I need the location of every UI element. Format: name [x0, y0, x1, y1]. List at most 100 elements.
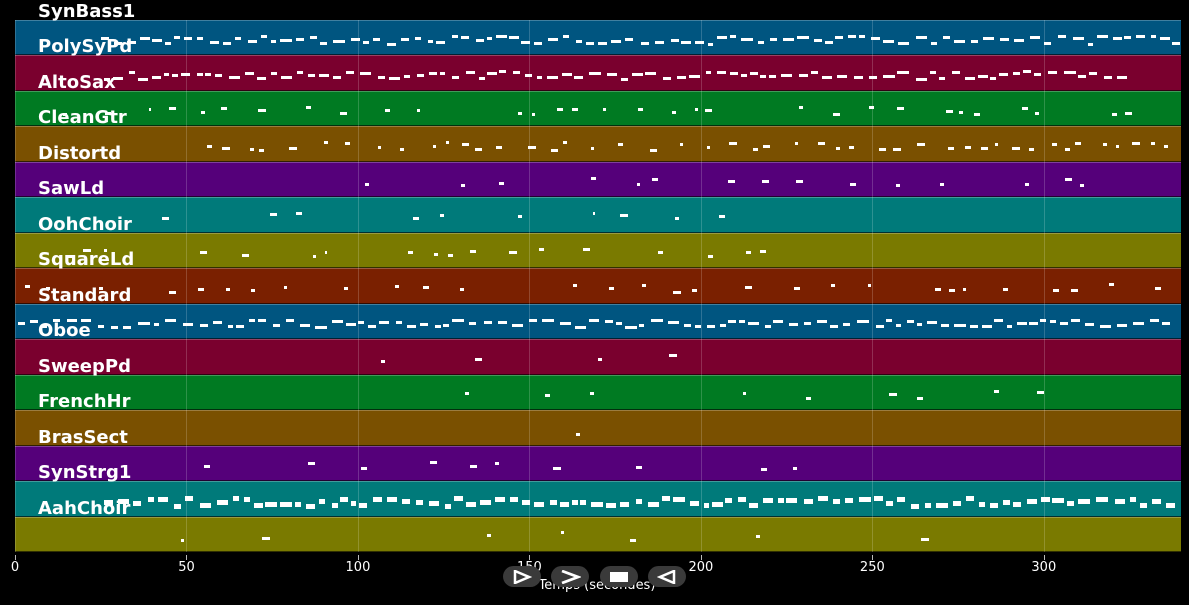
play-button[interactable] — [503, 566, 541, 587]
note — [445, 503, 451, 509]
note — [1022, 106, 1028, 110]
note — [533, 42, 543, 46]
stop-button[interactable] — [600, 566, 638, 587]
track-lane: AltoSax — [15, 72, 1181, 127]
note — [545, 393, 551, 397]
note — [104, 248, 108, 252]
note — [1172, 41, 1181, 45]
note — [270, 39, 277, 43]
note — [257, 77, 267, 81]
note — [763, 498, 774, 504]
note — [883, 39, 894, 43]
note — [794, 141, 799, 145]
note — [1124, 111, 1133, 115]
note — [981, 325, 992, 329]
note — [936, 502, 948, 508]
note — [285, 319, 294, 323]
note — [1124, 36, 1132, 40]
note — [761, 467, 767, 471]
note — [654, 41, 664, 45]
note — [940, 323, 949, 327]
note — [672, 110, 677, 114]
note — [423, 286, 429, 289]
track-name: SweepPd — [38, 355, 131, 377]
note — [857, 320, 869, 324]
forward-button[interactable] — [551, 566, 589, 587]
note — [719, 214, 725, 218]
note — [83, 249, 91, 252]
note — [999, 72, 1009, 76]
note — [875, 325, 885, 329]
note — [372, 497, 382, 503]
note — [550, 148, 558, 152]
note — [893, 147, 901, 151]
note — [1116, 145, 1119, 149]
note — [620, 213, 628, 217]
note — [1151, 141, 1155, 145]
note — [1097, 35, 1109, 39]
note — [1002, 287, 1009, 291]
note — [1161, 322, 1171, 326]
note — [640, 42, 650, 46]
note — [201, 111, 205, 115]
note — [706, 145, 711, 149]
note — [1136, 35, 1146, 39]
note — [1064, 147, 1071, 151]
note — [978, 502, 985, 508]
note — [197, 36, 204, 40]
note — [651, 319, 664, 323]
track-name: PolySyPd — [38, 36, 133, 58]
note — [1063, 70, 1076, 74]
note — [895, 183, 901, 187]
track-name: AltoSax — [38, 71, 116, 93]
note — [1072, 36, 1085, 40]
note — [676, 76, 686, 80]
note — [796, 180, 803, 184]
note — [994, 143, 999, 147]
note — [689, 74, 701, 78]
note — [66, 318, 78, 322]
note — [694, 325, 702, 329]
note — [977, 75, 988, 79]
note — [1111, 113, 1117, 117]
note — [281, 76, 292, 79]
track-lane: PolySyPd — [15, 37, 1181, 91]
note — [556, 107, 564, 111]
note — [705, 71, 712, 75]
note — [571, 499, 579, 505]
note — [296, 212, 303, 216]
note — [494, 497, 506, 503]
note — [404, 74, 411, 78]
note — [313, 254, 317, 258]
grid-line — [357, 20, 359, 552]
note — [173, 503, 182, 509]
note — [495, 461, 500, 465]
note — [834, 35, 844, 39]
note — [452, 318, 464, 322]
note — [227, 325, 233, 329]
track-name: SynStrg1 — [38, 462, 132, 484]
note — [42, 324, 48, 328]
note — [1133, 321, 1145, 325]
note — [962, 288, 966, 292]
note — [618, 143, 623, 147]
note — [331, 503, 338, 509]
track-lane: BrasSect — [15, 427, 1181, 482]
note — [247, 39, 258, 43]
note — [153, 323, 160, 327]
note — [1130, 496, 1136, 502]
back-button[interactable] — [648, 566, 686, 587]
track-name: BrasSect — [38, 426, 128, 448]
track-lane: SquareLd — [15, 250, 1181, 304]
note — [780, 74, 792, 78]
note — [769, 37, 777, 41]
track-lane: SynStrg1 — [15, 463, 1181, 517]
note — [1066, 501, 1075, 507]
note — [635, 498, 643, 504]
note — [750, 71, 758, 75]
note — [280, 502, 292, 508]
note — [452, 34, 459, 38]
note — [394, 285, 400, 289]
note — [753, 147, 758, 151]
note — [636, 465, 642, 469]
